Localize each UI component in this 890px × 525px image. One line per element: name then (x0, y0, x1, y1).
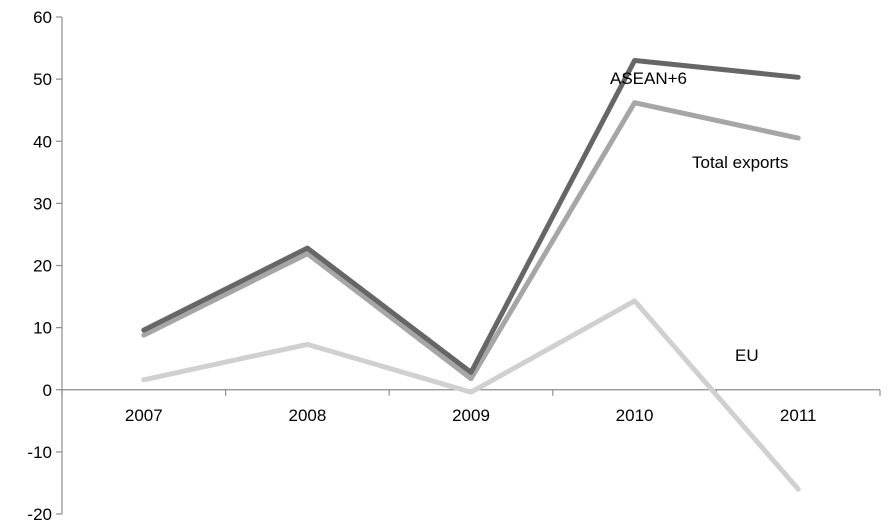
y-tick-label: 50 (33, 70, 52, 89)
x-tick-label: 2010 (616, 406, 654, 425)
y-tick-label: 30 (33, 194, 52, 213)
y-tick-label: -20 (27, 505, 52, 524)
series-line-total-exports (141, 100, 801, 382)
x-tick-label: 2011 (780, 406, 817, 425)
x-tick-label: 2007 (125, 406, 163, 425)
y-tick-label: 10 (33, 319, 52, 338)
y-tick-label: 40 (33, 132, 52, 151)
x-ticks: 2007 2008 2009 2010 2011 (61, 389, 881, 425)
x-tick-label: 2009 (452, 406, 490, 425)
series-label-eu: EU (735, 346, 759, 365)
x-tick-label: 2008 (288, 406, 326, 425)
y-tick-label: 60 (33, 8, 52, 27)
y-ticks: -20 -10 0 10 20 30 40 50 60 (27, 8, 62, 524)
y-tick-label: -10 (27, 443, 52, 462)
series-line-eu (141, 298, 801, 492)
series-label-total-exports: Total exports (692, 153, 788, 172)
y-tick-label: 20 (33, 257, 52, 276)
series-lines (141, 58, 801, 492)
axes: -20 -10 0 10 20 30 40 50 60 2007 2008 2009 2010 2011 (27, 8, 881, 524)
series-label-asean6: ASEAN+6 (610, 69, 687, 88)
y-tick-label: 0 (43, 381, 52, 400)
series-line-asean-6 (141, 58, 801, 375)
